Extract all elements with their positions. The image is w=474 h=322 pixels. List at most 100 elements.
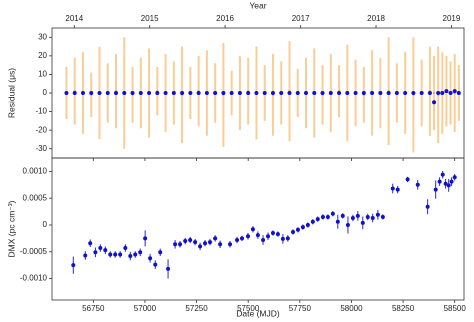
data-point (130, 91, 135, 95)
data-point (285, 236, 290, 241)
data-point (312, 91, 317, 95)
data-point (246, 91, 251, 95)
data-point (123, 246, 128, 251)
data-point (173, 242, 178, 247)
data-point (345, 222, 350, 227)
y-axis-label: DMX (pc cm⁻³) (6, 200, 16, 257)
data-point (375, 212, 380, 217)
data-point (229, 91, 234, 95)
x-axis-label: Date (MJD) (236, 308, 280, 318)
x-tick-label: 57750 (289, 304, 312, 313)
data-point (178, 242, 183, 247)
data-point (138, 91, 143, 95)
data-point (188, 91, 193, 95)
data-point (143, 236, 148, 241)
data-point (386, 91, 391, 95)
data-point (446, 183, 451, 188)
data-point (320, 214, 325, 219)
y-axis-label: Residual (μs) (6, 68, 16, 118)
data-point (180, 91, 185, 95)
data-point (365, 214, 370, 219)
y-tick-label: 0.0005 (23, 193, 48, 202)
data-point (350, 216, 355, 221)
data-point (196, 91, 201, 95)
data-point (235, 237, 240, 242)
data-point (405, 177, 410, 182)
data-point (71, 263, 76, 268)
x-tick-label: 56750 (82, 304, 105, 313)
data-point (221, 91, 226, 95)
data-point (425, 204, 430, 209)
data-point (88, 241, 93, 246)
data-point (432, 91, 436, 95)
data-point (93, 250, 98, 255)
data-point (213, 91, 218, 95)
data-point (103, 248, 108, 253)
top-tick-label: 2014 (65, 14, 83, 23)
data-point (198, 244, 203, 249)
data-point (122, 91, 127, 95)
data-point (128, 254, 133, 259)
data-point (305, 222, 310, 227)
data-point (295, 91, 300, 95)
x-tick-label: 57500 (237, 304, 260, 313)
data-point (287, 91, 292, 95)
data-point (108, 252, 113, 257)
data-point (360, 220, 365, 225)
y-tick-label: -0.0005 (20, 247, 48, 256)
data-point (325, 214, 330, 219)
x-tick-label: 58250 (392, 304, 415, 313)
data-point (330, 211, 335, 216)
data-point (270, 231, 275, 236)
data-point (353, 91, 358, 95)
data-point (280, 236, 285, 241)
y-tick-label: 30 (38, 32, 47, 41)
data-point (452, 89, 457, 94)
data-point (370, 91, 375, 95)
data-point (97, 91, 102, 95)
data-point (320, 91, 325, 95)
data-point (275, 232, 280, 237)
data-point (163, 91, 168, 95)
top-tick-label: 2017 (292, 14, 310, 23)
data-point (395, 187, 400, 192)
data-point (279, 91, 284, 95)
data-point (419, 91, 424, 95)
data-point (370, 216, 375, 221)
data-point (254, 91, 259, 95)
y-tick-label: 20 (38, 51, 47, 60)
data-point (411, 91, 416, 95)
data-point (207, 240, 212, 245)
data-point (335, 219, 340, 224)
data-point (295, 227, 300, 232)
data-point (266, 234, 271, 239)
data-point (440, 172, 445, 177)
data-point (340, 213, 345, 218)
data-point (449, 179, 454, 184)
data-point (138, 250, 143, 255)
data-point (361, 91, 366, 95)
data-point (380, 214, 385, 219)
data-point (183, 239, 188, 244)
data-point (239, 236, 244, 241)
data-point (114, 91, 119, 95)
y-tick-label: -30 (35, 144, 47, 153)
data-point (452, 175, 457, 180)
data-point (89, 91, 94, 95)
x-tick-label: 57000 (134, 304, 157, 313)
y-tick-label: -20 (35, 125, 47, 134)
top-tick-label: 2019 (443, 14, 461, 23)
data-point (147, 91, 152, 95)
data-point (443, 181, 448, 186)
data-point (345, 91, 350, 95)
bottom-frame (51, 157, 465, 301)
data-point (427, 91, 432, 95)
data-point (262, 91, 267, 95)
data-point (133, 252, 138, 257)
data-point (315, 217, 320, 222)
x-tick-label: 58000 (340, 304, 363, 313)
data-point (203, 241, 208, 246)
data-point (337, 91, 342, 95)
y-tick-label: 0 (43, 88, 48, 97)
